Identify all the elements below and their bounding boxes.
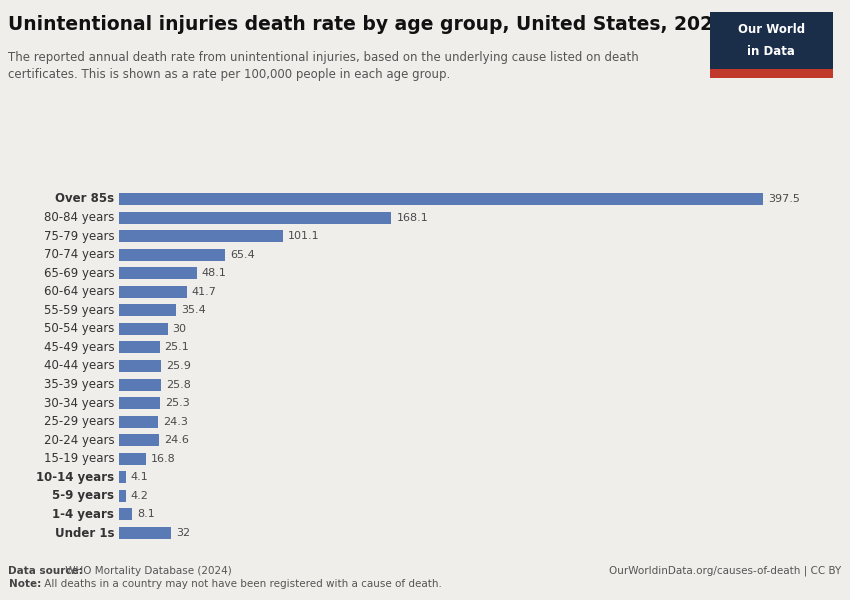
Text: 25.8: 25.8 (166, 380, 190, 389)
Text: 4.1: 4.1 (131, 472, 148, 482)
Bar (119, 453, 146, 465)
Text: 35.4: 35.4 (181, 305, 206, 316)
Bar (119, 472, 126, 484)
Text: 32: 32 (176, 528, 190, 538)
Text: Under 1s: Under 1s (54, 527, 114, 539)
Text: 80-84 years: 80-84 years (43, 211, 114, 224)
Text: 41.7: 41.7 (191, 287, 217, 297)
Bar (119, 230, 283, 242)
Bar (119, 212, 392, 224)
Bar (119, 341, 160, 353)
Text: OurWorldinData.org/causes-of-death | CC BY: OurWorldinData.org/causes-of-death | CC … (609, 565, 842, 576)
Text: 48.1: 48.1 (201, 268, 227, 278)
Bar (119, 193, 763, 205)
Text: 25.9: 25.9 (166, 361, 190, 371)
Text: 25.3: 25.3 (165, 398, 190, 408)
Text: 40-44 years: 40-44 years (43, 359, 114, 373)
Bar (119, 379, 161, 391)
Text: 1-4 years: 1-4 years (52, 508, 114, 521)
Text: 397.5: 397.5 (768, 194, 800, 204)
Text: All deaths in a country may not have been registered with a cause of death.: All deaths in a country may not have bee… (41, 579, 442, 589)
Text: 25.1: 25.1 (165, 343, 190, 352)
Text: 168.1: 168.1 (396, 212, 428, 223)
Text: Over 85s: Over 85s (55, 193, 114, 205)
Text: 15-19 years: 15-19 years (43, 452, 114, 465)
Text: in Data: in Data (747, 45, 796, 58)
Bar (119, 323, 167, 335)
Text: 30: 30 (173, 324, 186, 334)
Text: 30-34 years: 30-34 years (43, 397, 114, 410)
Text: 4.2: 4.2 (131, 491, 149, 501)
Text: Data source:: Data source: (8, 566, 83, 576)
Text: 101.1: 101.1 (288, 231, 320, 241)
Bar (119, 304, 177, 316)
Bar (119, 248, 225, 260)
Text: 45-49 years: 45-49 years (43, 341, 114, 354)
Text: 60-64 years: 60-64 years (43, 285, 114, 298)
Bar (119, 286, 187, 298)
Bar (119, 434, 159, 446)
Text: 24.6: 24.6 (164, 435, 189, 445)
Text: 65.4: 65.4 (230, 250, 255, 260)
Bar (119, 490, 126, 502)
Text: WHO Mortality Database (2024): WHO Mortality Database (2024) (62, 566, 232, 576)
Bar (119, 397, 160, 409)
Text: 70-74 years: 70-74 years (43, 248, 114, 261)
Text: 5-9 years: 5-9 years (52, 490, 114, 502)
Bar (119, 527, 171, 539)
Bar (119, 508, 132, 520)
Text: Our World: Our World (738, 23, 805, 37)
Bar (119, 267, 197, 279)
Text: 8.1: 8.1 (137, 509, 155, 520)
Text: 20-24 years: 20-24 years (43, 434, 114, 447)
Text: 25-29 years: 25-29 years (43, 415, 114, 428)
Text: 55-59 years: 55-59 years (43, 304, 114, 317)
Bar (119, 360, 161, 372)
Text: 24.3: 24.3 (163, 416, 188, 427)
Text: 50-54 years: 50-54 years (43, 322, 114, 335)
Text: Unintentional injuries death rate by age group, United States, 2021: Unintentional injuries death rate by age… (8, 15, 727, 34)
Bar (119, 416, 158, 428)
Text: 16.8: 16.8 (151, 454, 176, 464)
Text: Note:: Note: (8, 579, 41, 589)
Text: 35-39 years: 35-39 years (43, 378, 114, 391)
Text: 10-14 years: 10-14 years (36, 471, 114, 484)
Text: 65-69 years: 65-69 years (43, 267, 114, 280)
Text: 75-79 years: 75-79 years (43, 230, 114, 242)
Text: The reported annual death rate from unintentional injuries, based on the underly: The reported annual death rate from unin… (8, 51, 639, 81)
